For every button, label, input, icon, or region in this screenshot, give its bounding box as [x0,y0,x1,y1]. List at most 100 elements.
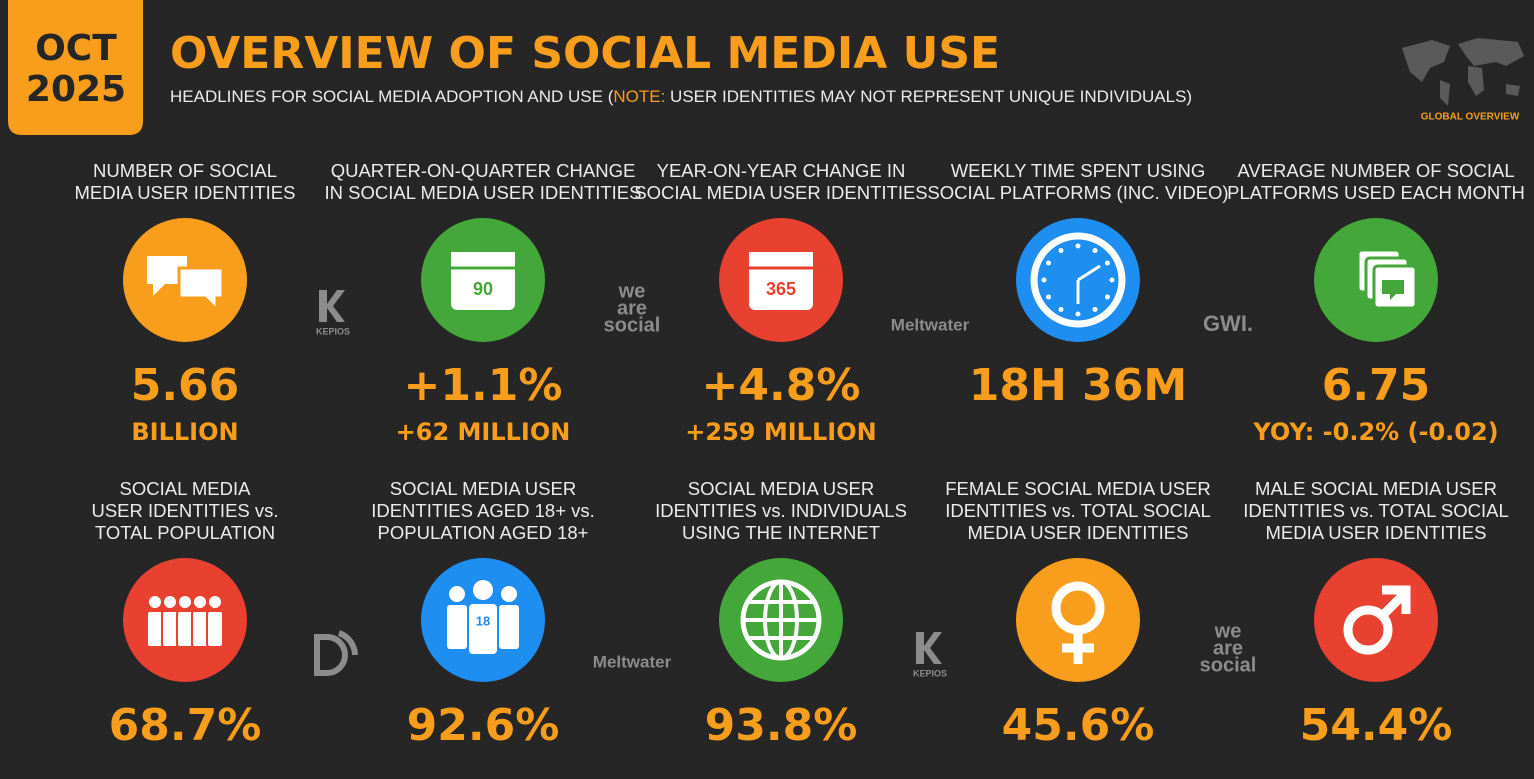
icon [499,605,519,649]
tile-label: TOTAL POPULATION [95,522,275,543]
logo-text: are [1213,637,1243,659]
icon [1378,585,1411,620]
tile-value: 93.8% [705,700,858,751]
icon-text: 365 [766,279,796,299]
tile-label: MEDIA USER IDENTITIES [74,182,295,203]
icon [192,594,208,610]
icon [1058,306,1064,312]
subtitle-note: NOTE: [613,87,665,106]
logo-text: we [1214,620,1242,642]
tile-label: USER IDENTITIES vs. [91,500,278,521]
tile-label: FEMALE SOCIAL MEDIA USER [945,478,1211,499]
tile-sub: BILLION [131,418,238,446]
tile-label: PLATFORMS USED EACH MONTH [1227,182,1525,203]
tile-value: +1.1% [404,360,563,411]
icon [447,605,467,649]
tile-label: MEDIA USER IDENTITIES [1265,522,1486,543]
tile-value: 68.7% [109,700,262,751]
icon [147,256,187,296]
tile-value: 5.66 [131,360,240,411]
logo-text: KEPIOS [316,326,350,336]
date-box [8,0,143,135]
tile-value: 18H 36M [969,360,1187,411]
tile-label: IN SOCIAL MEDIA USER IDENTITIES [325,182,642,203]
icon-text: 90 [473,279,493,299]
logo-text: KEPIOS [913,668,947,678]
tile-label: SOCIAL MEDIA USER [688,478,874,499]
tile-label: AVERAGE NUMBER OF SOCIAL [1237,160,1514,181]
tile-label: SOCIAL PLATFORMS (INC. VIDEO) [927,182,1228,203]
badge: GLOBAL OVERVIEW [1421,112,1520,123]
logo-text: GWI. [1203,311,1253,336]
icon [146,610,164,648]
icon [449,586,465,602]
tile-label: YEAR-ON-YEAR CHANGE IN [657,160,906,181]
icon [1058,248,1064,254]
tile-label: POPULATION AGED 18+ [378,522,589,543]
icon [1075,243,1081,249]
icon [1382,280,1404,300]
logo-mark [314,630,358,676]
icon [161,610,179,648]
icon-text: 18 [476,613,490,628]
icon [473,580,493,600]
subtitle: HEADLINES FOR SOCIAL MEDIA ADOPTION AND … [170,87,1192,106]
tile-label: USING THE INTERNET [682,522,880,543]
tile-sub: YOY: -0.2% (-0.02) [1252,418,1498,446]
tile-label: NUMBER OF SOCIAL [93,160,277,181]
icon [177,594,193,610]
tile-label: IDENTITIES vs. TOTAL SOCIAL [1243,500,1509,521]
icon [743,582,819,658]
icon [206,610,224,648]
icon [191,610,209,648]
icon [177,266,225,314]
icon [147,594,163,610]
logo-mark [916,632,942,664]
tile-label: QUARTER-ON-QUARTER CHANGE [331,160,636,181]
icon [501,586,517,602]
tile-label: MEDIA USER IDENTITIES [967,522,1188,543]
title: OVERVIEW OF SOCIAL MEDIA USE [170,28,1000,79]
date-year: 2025 [26,69,126,110]
icon [469,604,497,654]
tile-sub: +62 MILLION [396,418,571,446]
icon [1092,306,1098,312]
tile-value: 45.6% [1002,700,1155,751]
icon [176,610,194,648]
icon [1030,232,1126,328]
icon [1092,248,1098,254]
icon [451,252,515,266]
tile-label: IDENTITIES AGED 18+ vs. [371,500,595,521]
icon [1046,260,1052,266]
tile-value: 92.6% [407,700,560,751]
date-month: OCT [35,28,117,69]
icon [1109,277,1115,283]
icon [1076,264,1101,304]
icon [1062,630,1094,664]
tile-icon-circle [1314,558,1438,682]
icon [1075,311,1081,317]
tile-label: SOCIAL MEDIA USER IDENTITIES [634,182,927,203]
icon [207,594,223,610]
tile-icon-circle [1016,558,1140,682]
tile-label: WEEKLY TIME SPENT USING [951,160,1206,181]
tile-label: IDENTITIES vs. TOTAL SOCIAL [945,500,1211,521]
icon [1343,605,1393,655]
logo-mark [319,290,345,322]
tile-sub: +259 MILLION [685,418,876,446]
logo-text: we [618,280,646,302]
icon [1041,277,1047,283]
tile-value: +4.8% [702,360,861,411]
icon [1104,294,1110,300]
logo-text: social [1200,654,1257,676]
logo-text: are [617,297,647,319]
icon [1046,294,1052,300]
logo-text: Meltwater [593,652,672,671]
